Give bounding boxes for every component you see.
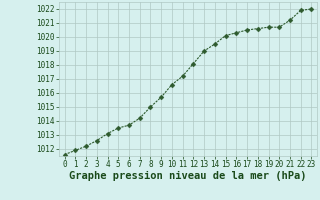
X-axis label: Graphe pression niveau de la mer (hPa): Graphe pression niveau de la mer (hPa) — [69, 171, 307, 181]
